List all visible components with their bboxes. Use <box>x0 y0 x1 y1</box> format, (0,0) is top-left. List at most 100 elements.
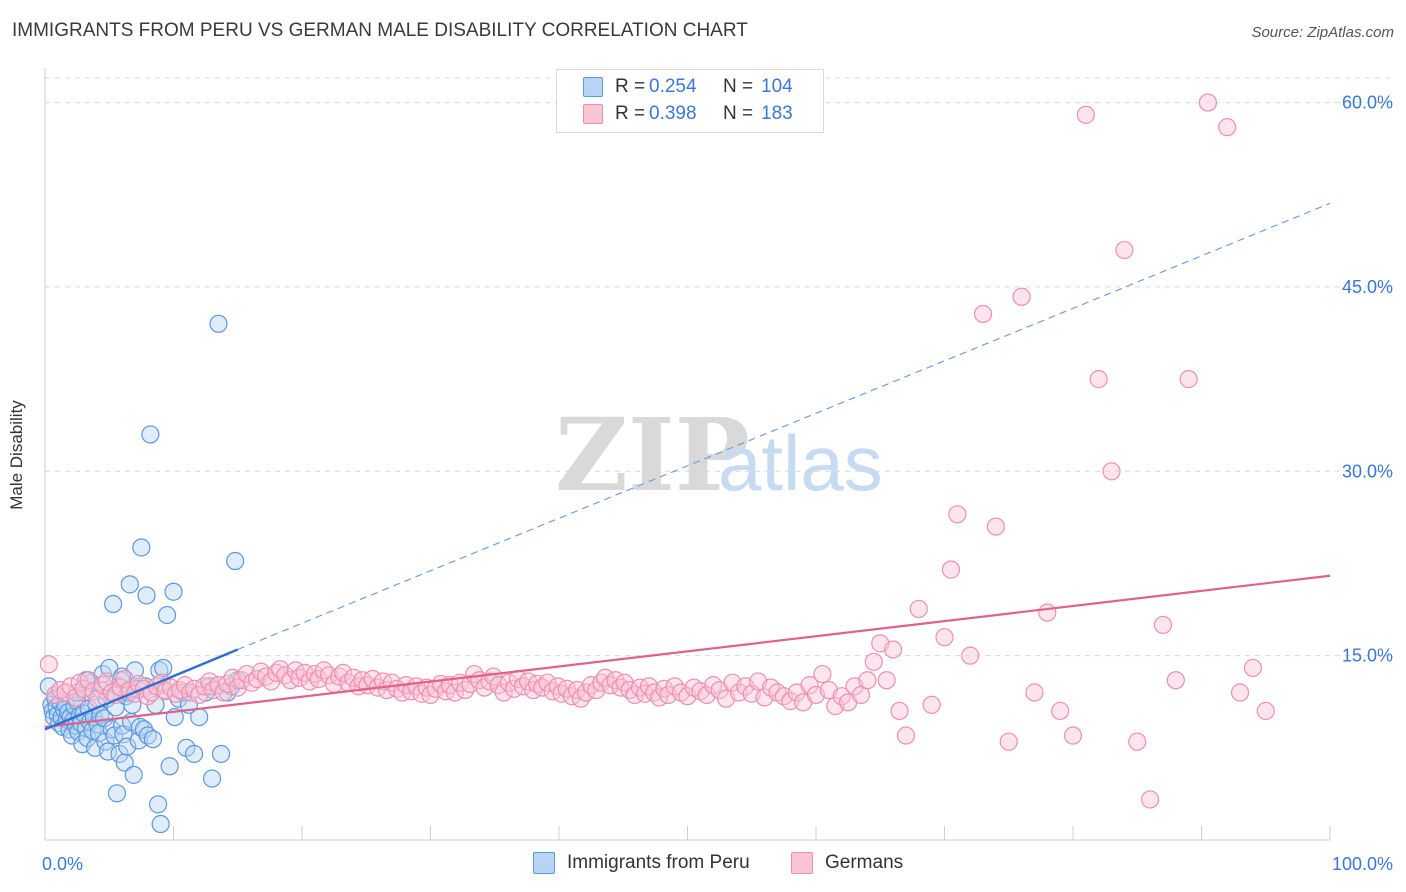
x-tick-label: 0.0% <box>42 854 83 874</box>
peru-point <box>190 707 209 727</box>
germans-point <box>533 678 552 697</box>
germans-point <box>513 677 533 696</box>
germans-point <box>79 671 98 690</box>
germans-point <box>1076 105 1095 124</box>
germans-point <box>195 677 214 696</box>
y-tick-label: 30.0% <box>1342 461 1393 481</box>
germans-point <box>1051 701 1070 721</box>
germans-point <box>883 640 903 659</box>
peru-point <box>143 730 163 749</box>
germans-point <box>1025 683 1044 702</box>
legend-row-peru: R = 0.254 N = 104 <box>557 74 793 100</box>
germans-trend-line <box>44 574 1331 729</box>
peru-point <box>98 742 118 761</box>
germans-point <box>200 672 219 691</box>
peru-point <box>104 594 123 614</box>
germans-point <box>494 683 513 702</box>
germans-point <box>237 664 256 684</box>
peru-point <box>100 658 119 678</box>
legend-r-value: 0.398 <box>649 103 697 124</box>
germans-point <box>909 599 928 619</box>
germans-point <box>1256 701 1275 721</box>
legend-swatch-peru <box>533 852 555 874</box>
legend-swatch-germans <box>583 104 603 124</box>
peru-point <box>157 605 177 625</box>
peru-point <box>202 769 222 788</box>
germans-point <box>858 671 877 690</box>
germans-point <box>1179 370 1198 389</box>
y-tick-label: 15.0% <box>1342 646 1393 666</box>
germans-point <box>1012 287 1031 306</box>
germans-point <box>877 671 896 690</box>
germans-point <box>39 655 58 674</box>
germans-point <box>1115 240 1134 260</box>
peru-point <box>118 737 137 756</box>
germans-point <box>1153 615 1173 635</box>
germans-point <box>935 628 954 647</box>
germans-point <box>1102 462 1121 481</box>
y-tick-label: 45.0% <box>1342 277 1393 297</box>
peru-point <box>151 814 170 834</box>
germans-point <box>800 676 819 695</box>
germans-point <box>986 517 1006 536</box>
germans-point <box>1243 658 1263 678</box>
peru-point <box>184 744 204 764</box>
peru-trend-line-extrapolated <box>237 202 1331 651</box>
germans-point <box>256 667 276 686</box>
germans-point <box>644 683 664 702</box>
germans-point <box>896 726 916 745</box>
peru-point <box>160 757 179 776</box>
peru-point <box>164 582 183 601</box>
chart-title: IMMIGRANTS FROM PERU VS GERMAN MALE DISA… <box>12 20 748 41</box>
peru-point <box>115 753 134 772</box>
germans-point <box>314 661 333 680</box>
peru-trend-line <box>44 648 239 731</box>
source-label: Source: ZipAtlas.com <box>1251 24 1394 41</box>
peru-point <box>154 658 173 678</box>
germans-point <box>214 683 233 702</box>
legend-item-germans[interactable]: Germans <box>791 852 903 874</box>
peru-point <box>148 795 168 814</box>
germans-point <box>484 667 503 686</box>
legend-r-label: R = <box>615 103 646 124</box>
peru-point <box>132 538 151 557</box>
germans-point <box>276 666 295 685</box>
germans-point <box>1140 790 1160 809</box>
watermark-zip: ZIP <box>555 396 750 514</box>
legend-label-peru: Immigrants from Peru <box>567 852 750 873</box>
legend-n-value: 104 <box>761 76 793 97</box>
germans-point <box>973 304 993 324</box>
germans-point <box>538 673 557 692</box>
germans-point <box>813 664 832 684</box>
germans-point <box>1230 683 1250 702</box>
peru-point <box>211 744 231 764</box>
correlation-legend: R = 0.254 N = 104 R = 0.398 N = 183 <box>556 69 824 133</box>
peru-point <box>226 551 245 571</box>
germans-point <box>461 674 480 694</box>
peru-point <box>141 425 160 444</box>
germans-point <box>290 668 309 687</box>
germans-point <box>864 652 883 671</box>
legend-item-peru[interactable]: Immigrants from Peru <box>533 852 750 874</box>
germans-point <box>190 685 209 705</box>
germans-point <box>890 701 909 721</box>
germans-point <box>115 669 134 689</box>
peru-point <box>209 314 228 333</box>
germans-point <box>922 695 941 714</box>
y-tick-label: 60.0% <box>1342 93 1393 113</box>
germans-point <box>1198 93 1218 112</box>
germans-point <box>948 505 967 524</box>
germans-point <box>1218 118 1237 137</box>
peru-point <box>120 575 139 594</box>
peru-point <box>110 744 129 764</box>
legend-swatch-peru <box>583 77 603 97</box>
series-peru-points <box>39 314 247 834</box>
germans-point <box>1038 603 1057 622</box>
peru-point <box>107 784 127 803</box>
germans-point <box>941 560 961 579</box>
germans-point <box>334 663 353 682</box>
germans-point <box>961 646 980 665</box>
watermark-atlas: atlas <box>718 419 883 507</box>
legend-r-value: 0.254 <box>649 76 697 97</box>
